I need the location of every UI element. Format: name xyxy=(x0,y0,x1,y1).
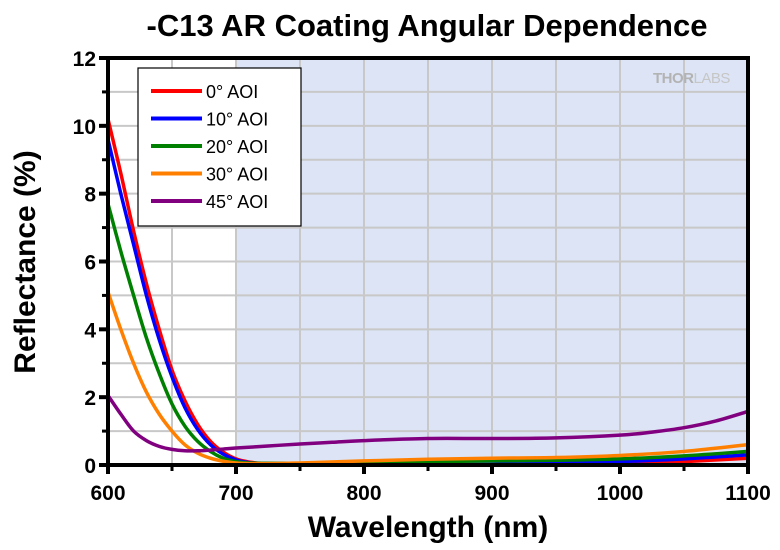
thorlabs-watermark: THORLABS xyxy=(653,70,731,87)
x-tick-label: 700 xyxy=(218,482,253,505)
series-line-45deg xyxy=(106,394,749,453)
y-tick-label: 0 xyxy=(84,455,96,478)
y-tick-label: 2 xyxy=(84,387,96,410)
svg-text:THORLABS: THORLABS xyxy=(653,70,730,87)
legend-item: 20° AOI xyxy=(151,137,268,157)
watermark-bold: THOR xyxy=(653,70,694,87)
y-tick-label: 6 xyxy=(84,252,96,275)
x-tick-label: 600 xyxy=(90,482,125,505)
x-tick-label: 1100 xyxy=(725,482,771,505)
legend-label: 0° AOI xyxy=(206,82,258,102)
legend-label: 10° AOI xyxy=(206,110,268,130)
legend-item: 30° AOI xyxy=(151,165,268,185)
legend-item: 45° AOI xyxy=(151,192,268,212)
ticks: 600 700 800 900 1000 1100 0 2 4 6 8 10 12 xyxy=(73,48,771,505)
legend-label: 20° AOI xyxy=(206,137,268,157)
legend-label: 45° AOI xyxy=(206,192,268,212)
legend-item: 10° AOI xyxy=(151,110,268,130)
y-tick-label: 4 xyxy=(84,319,96,342)
y-tick-label: 8 xyxy=(84,184,96,207)
y-tick-label: 10 xyxy=(73,116,96,139)
legend-label: 30° AOI xyxy=(206,165,268,185)
x-tick-label: 1000 xyxy=(597,482,644,505)
x-axis-label: Wavelength (nm) xyxy=(308,511,549,544)
x-tick-label: 800 xyxy=(346,482,381,505)
legend: 0° AOI 10° AOI 20° AOI 30° AOI 45° AOI xyxy=(137,67,302,227)
chart-title: -C13 AR Coating Angular Dependence xyxy=(147,8,708,43)
watermark-light: LABS xyxy=(694,70,731,87)
y-axis-label: Reflectance (%) xyxy=(9,150,42,373)
x-tick-label: 900 xyxy=(474,482,509,505)
y-tick-label: 12 xyxy=(73,48,96,71)
legend-item: 0° AOI xyxy=(151,82,258,102)
